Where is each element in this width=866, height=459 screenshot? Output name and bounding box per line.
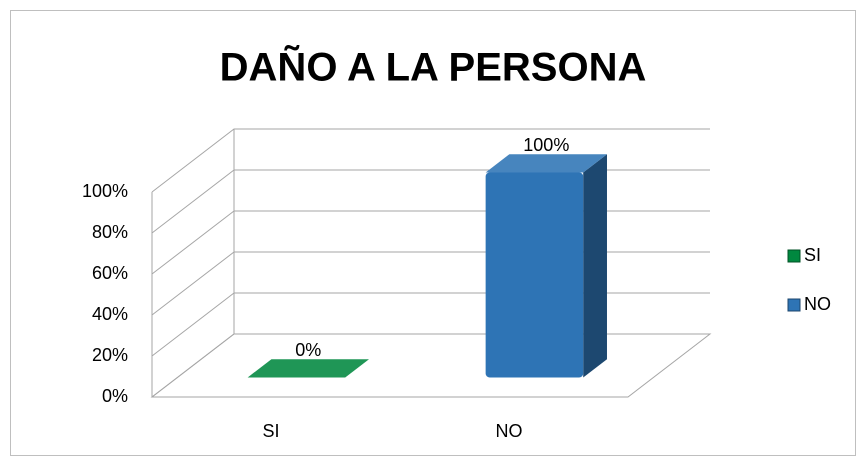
legend-label: NO (804, 294, 831, 314)
data-label: 0% (295, 340, 321, 360)
y-tick-label: 20% (92, 345, 128, 365)
x-tick-label: SI (262, 421, 279, 441)
y-tick-label: 100% (82, 181, 128, 201)
chart-border (10, 10, 856, 456)
legend-label: SI (804, 245, 821, 265)
y-tick-label: 80% (92, 222, 128, 242)
x-tick-label: NO (496, 421, 523, 441)
bar-top (247, 359, 369, 378)
bar (485, 172, 584, 378)
legend-swatch (787, 298, 801, 312)
data-label: 100% (523, 135, 569, 155)
grid-line (151, 128, 710, 193)
y-tick-label: 40% (92, 304, 128, 324)
bar-top (485, 154, 607, 173)
y-tick-label: 60% (92, 263, 128, 283)
bar-side (583, 154, 607, 378)
legend-swatch (787, 249, 801, 263)
y-tick-label: 0% (102, 386, 128, 406)
chart-title: DAÑO A LA PERSONA (220, 44, 647, 90)
